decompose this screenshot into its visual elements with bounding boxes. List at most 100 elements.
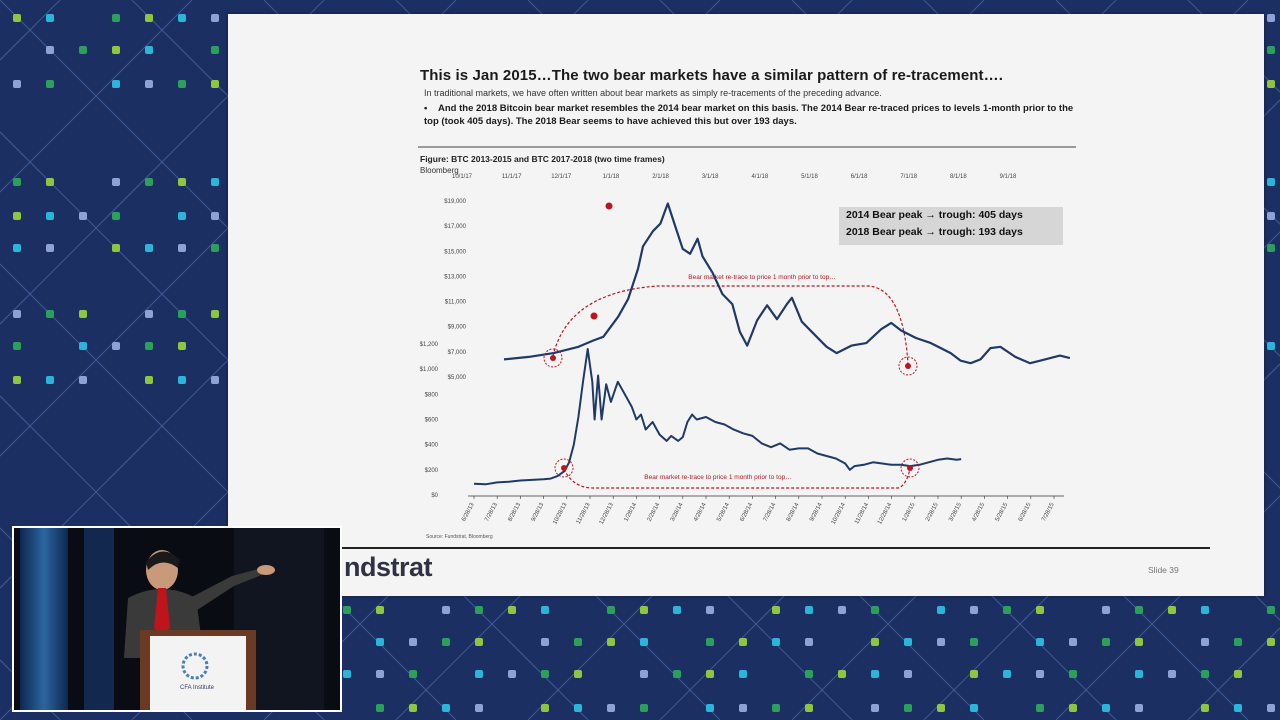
bottom-x-tick-label: 4/28/14 (693, 502, 708, 523)
podium (140, 630, 256, 710)
upper-y-tick-label: $15,000 (444, 249, 466, 255)
bottom-x-tick-label: 6/28/15 (1018, 502, 1033, 523)
bg-dot (178, 376, 186, 384)
bottom-x-tick-label: 9/28/14 (809, 502, 824, 523)
bg-dot (1201, 606, 1209, 614)
annotation-arc-upper (552, 285, 909, 365)
bg-dot (211, 178, 219, 186)
annotation-arc-lower (563, 468, 911, 489)
bg-dot (772, 606, 780, 614)
lower-y-tick-label: $1,000 (420, 367, 439, 373)
bg-dot (640, 704, 648, 712)
figure-source-name: Bloomberg (420, 166, 459, 175)
bg-dot (1267, 244, 1275, 252)
bg-dot (970, 638, 978, 646)
top-x-tick-label: 10/1/17 (452, 174, 473, 180)
bg-dot (343, 606, 351, 614)
bg-dot (112, 178, 120, 186)
fundstrat-logo: ndstrat (344, 552, 433, 582)
bg-dot (46, 244, 54, 252)
bg-dot (805, 670, 813, 678)
bg-dot (970, 670, 978, 678)
bg-dot (937, 606, 945, 614)
bg-dot (805, 606, 813, 614)
bg-dot (904, 704, 912, 712)
bg-dot (211, 244, 219, 252)
bg-dot (541, 606, 549, 614)
bg-dot (376, 670, 384, 678)
legend-line-2018: 2018 Bear peak → trough: 193 days (846, 226, 1023, 238)
bottom-x-tick-label: 7/28/15 (1041, 502, 1056, 523)
chart-legend-box: 2014 Bear peak → trough: 405 days 2018 B… (839, 207, 1063, 245)
top-x-tick-label: 2/1/18 (652, 174, 669, 180)
bg-dot (772, 638, 780, 646)
annotation-dot (550, 355, 556, 361)
upper-y-tick-label: $7,000 (448, 350, 467, 356)
bottom-x-tick-label: 8/28/14 (786, 502, 801, 523)
top-x-tick-label: 5/1/18 (801, 174, 818, 180)
bg-dot (178, 342, 186, 350)
bg-dot (178, 310, 186, 318)
bg-dot (442, 638, 450, 646)
bg-dot (508, 606, 516, 614)
bg-dot (871, 670, 879, 678)
bg-dot (640, 606, 648, 614)
bottom-x-tick-label: 5/28/14 (716, 502, 731, 523)
bg-dot (145, 376, 153, 384)
bottom-x-tick-label: 5/28/15 (995, 502, 1010, 523)
bg-dot (1267, 342, 1275, 350)
bg-dot (1003, 670, 1011, 678)
bg-dot (46, 46, 54, 54)
upper-y-tick-label: $19,000 (444, 199, 466, 205)
bg-dot (112, 80, 120, 88)
bg-dot (607, 638, 615, 646)
bg-dot (13, 80, 21, 88)
bg-dot (1201, 638, 1209, 646)
bg-dot (1267, 606, 1275, 614)
bg-dot (739, 704, 747, 712)
bg-dot (145, 80, 153, 88)
bg-dot (706, 670, 714, 678)
bg-dot (904, 638, 912, 646)
bg-dot (112, 14, 120, 22)
bg-dot (574, 638, 582, 646)
bg-dot (640, 670, 648, 678)
bg-dot (211, 46, 219, 54)
peak-marker (590, 312, 598, 320)
bullet-marker: • (424, 103, 428, 114)
bg-dot (871, 638, 879, 646)
annotation-circle (898, 356, 918, 376)
bg-dot (1135, 670, 1143, 678)
bg-dot (211, 376, 219, 384)
bg-dot (145, 310, 153, 318)
bottom-x-tick-label: 9/28/13 (531, 502, 546, 523)
top-x-tick-label: 3/1/18 (702, 174, 719, 180)
top-x-tick-label: 1/1/18 (603, 174, 620, 180)
bg-dot (211, 14, 219, 22)
bg-dot (739, 638, 747, 646)
bg-dot (475, 704, 483, 712)
bg-dot (79, 46, 87, 54)
bg-line (923, 363, 1280, 720)
bg-dot (79, 310, 87, 318)
annotation-circle (900, 458, 920, 478)
bg-dot (1036, 704, 1044, 712)
bottom-x-tick-label: 11/28/14 (854, 502, 870, 526)
bg-dot (706, 606, 714, 614)
bg-dot (1168, 606, 1176, 614)
bg-dot (376, 638, 384, 646)
bg-dot (475, 670, 483, 678)
lower-y-tick-label: $600 (425, 418, 439, 424)
bg-dot (937, 638, 945, 646)
chart-source-note: Source: Fundstrat, Bloomberg (426, 534, 493, 540)
bg-dot (1267, 212, 1275, 220)
bg-dot (970, 704, 978, 712)
bg-dot (178, 212, 186, 220)
bg-dot (409, 670, 417, 678)
series-2013-2015-line (473, 348, 962, 486)
upper-y-tick-label: $11,000 (445, 300, 467, 306)
bottom-x-tick-label: 3/28/15 (948, 502, 963, 523)
bg-dot (475, 638, 483, 646)
bg-dot (46, 376, 54, 384)
bg-dot (178, 80, 186, 88)
